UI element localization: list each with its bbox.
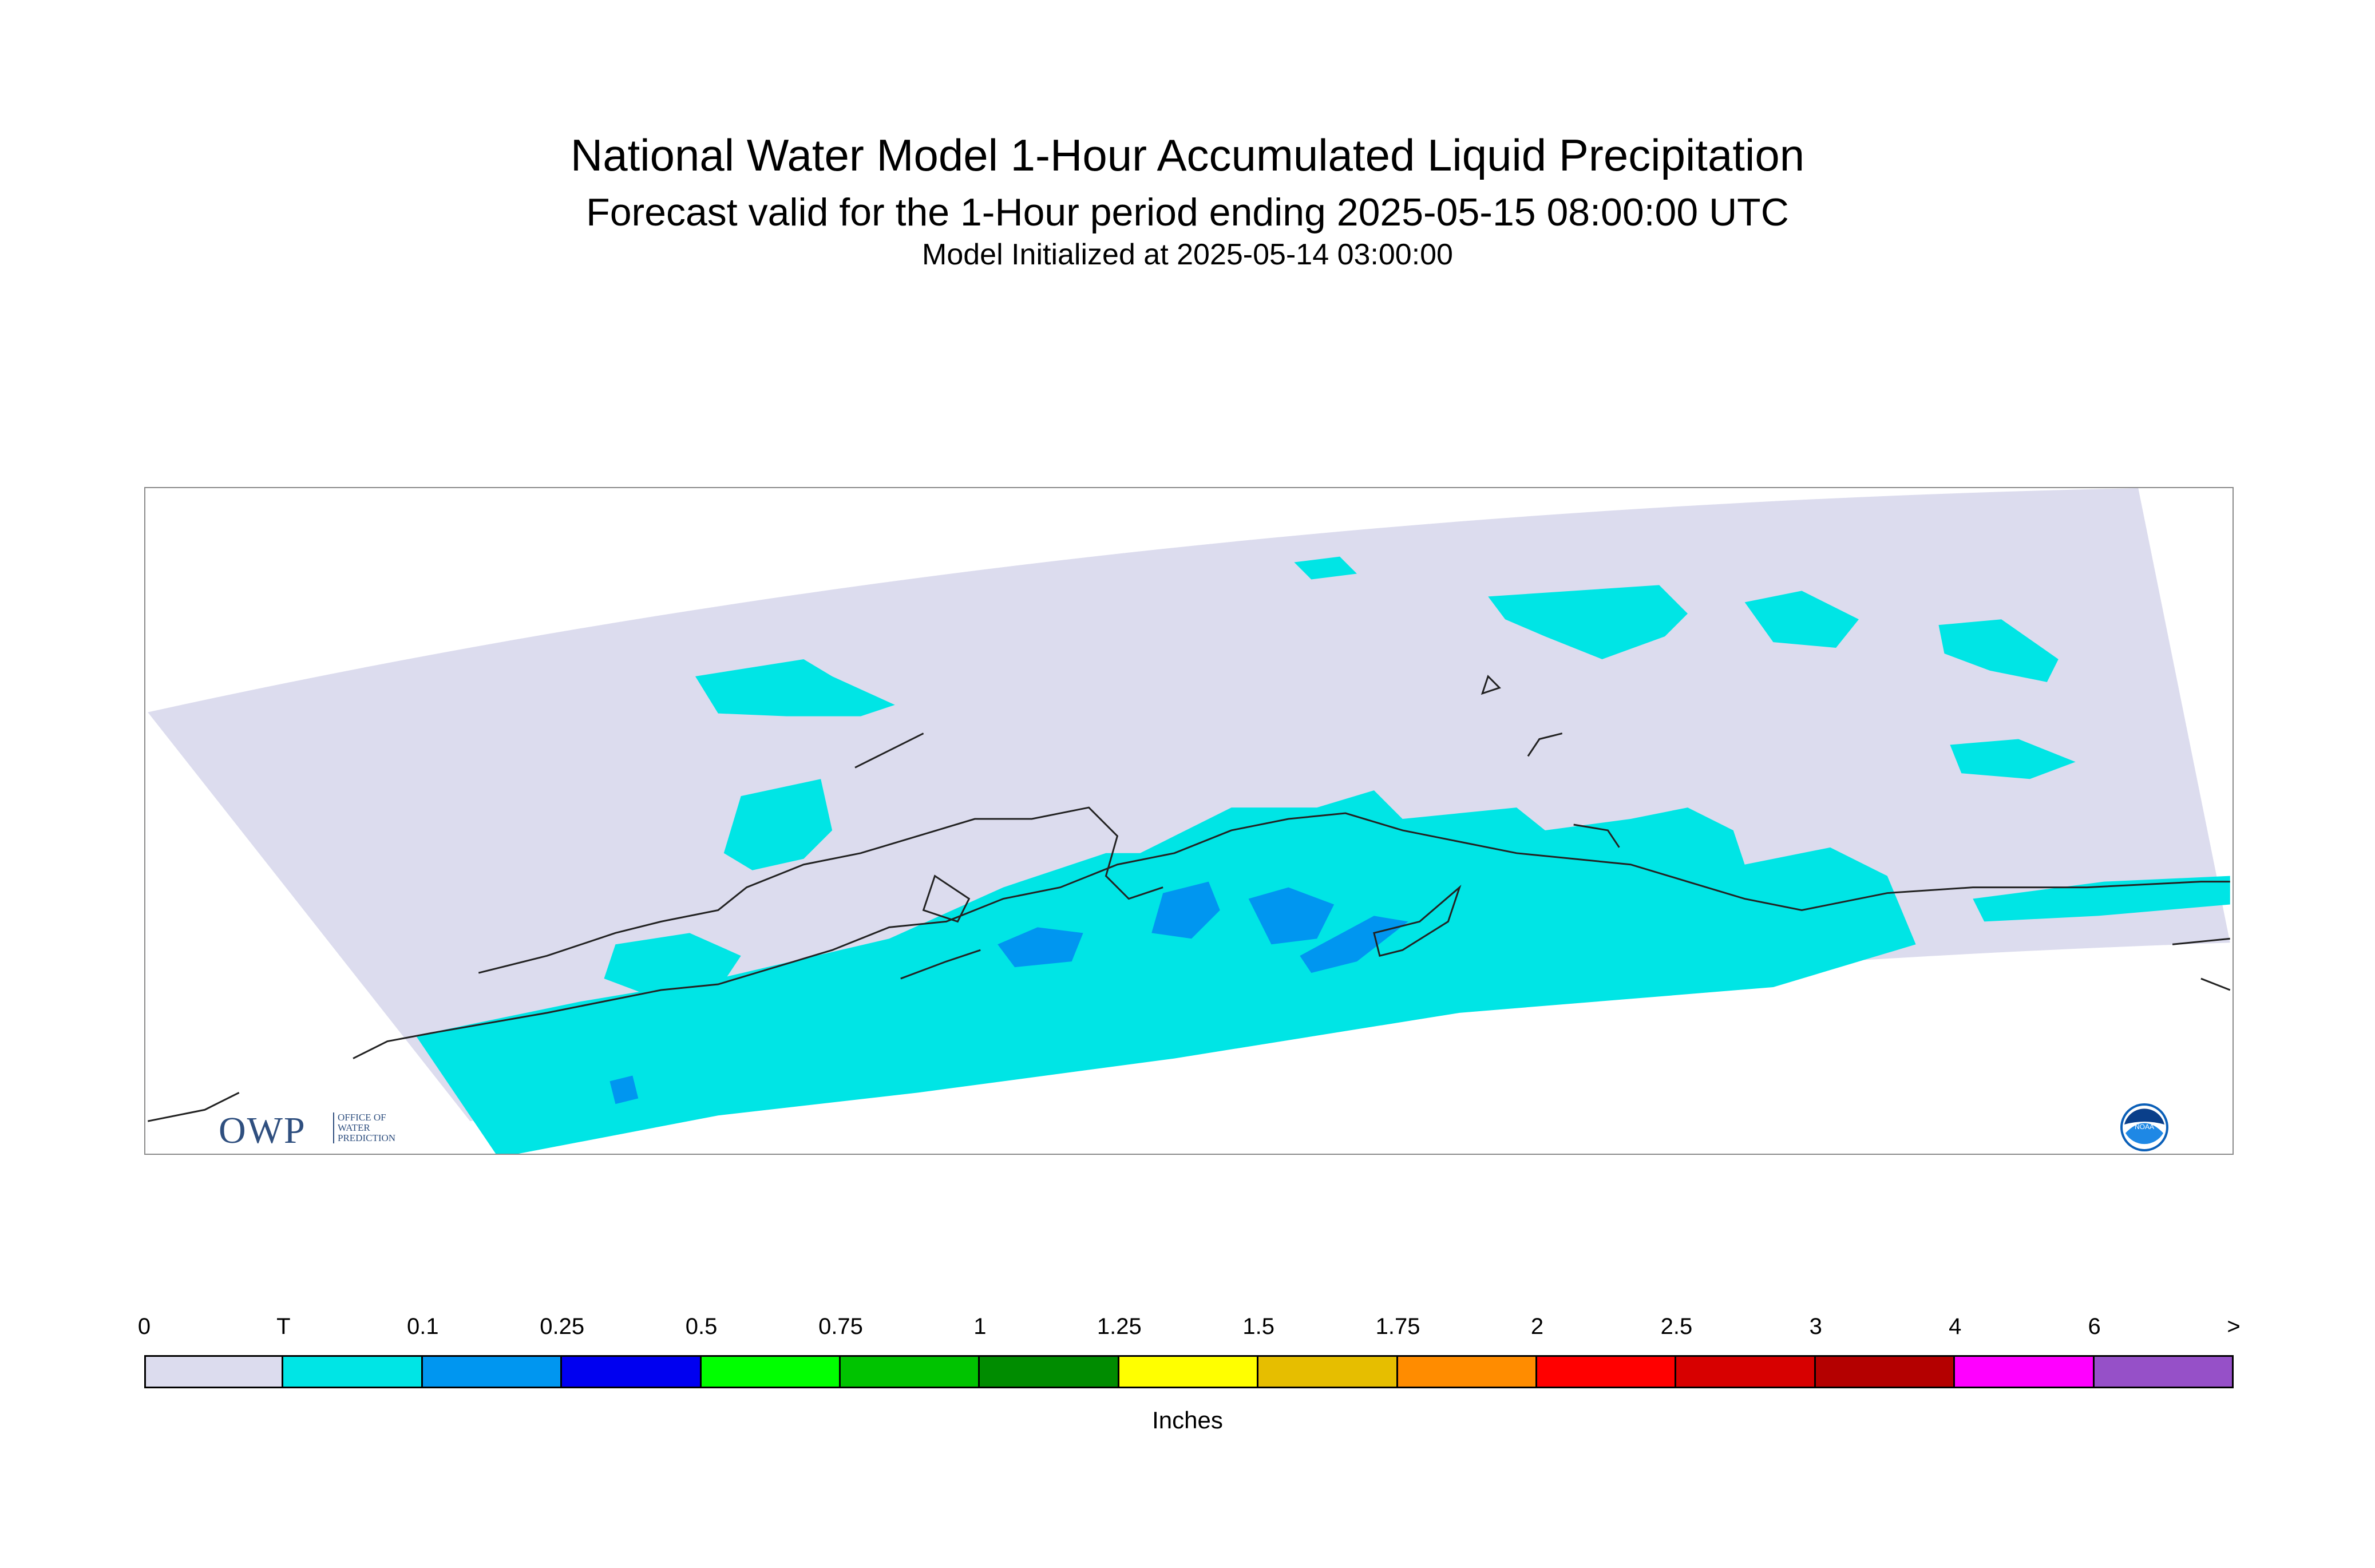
colorbar-tick-label: 0.75 <box>818 1314 863 1339</box>
colorbar-swatch <box>978 1355 1119 1388</box>
coastlines <box>147 675 2231 1122</box>
colorbar-swatch <box>1117 1355 1259 1388</box>
colorbar-tick-label: 0.1 <box>406 1314 439 1339</box>
colorbar-tick-label: 1.75 <box>1375 1314 1420 1339</box>
svg-text:NOAA: NOAA <box>2135 1123 2154 1131</box>
colorbar-tick-label: T <box>276 1314 291 1339</box>
noaa-logo: NOAA <box>2120 1103 2168 1151</box>
map-title: National Water Model 1-Hour Accumulated … <box>570 130 1805 180</box>
precip-trace-ne-a <box>1938 619 2059 682</box>
colorbar-tick-label: 3 <box>1809 1314 1822 1339</box>
precip-tenth-a <box>1151 881 1220 939</box>
colorbar-tick-label: 2 <box>1530 1314 1544 1339</box>
precip-trace-east <box>1973 876 2230 922</box>
precip-trace-west-b <box>604 933 741 996</box>
colorbar-tick-label: 1 <box>973 1314 987 1339</box>
colorbar-swatch <box>282 1355 423 1388</box>
colorbar-swatch <box>699 1355 841 1388</box>
outside-domain-bottom <box>496 943 2230 1154</box>
colorbar-tick-label: 0 <box>137 1314 151 1339</box>
colorbar-swatch <box>1814 1355 1956 1388</box>
precip-trace-north-b <box>1488 585 1688 659</box>
colorbar-tick-label: 0.25 <box>540 1314 585 1339</box>
precip-trace-west-a <box>723 779 833 870</box>
colorbar-swatch <box>1535 1355 1677 1388</box>
colorbar-swatch <box>1953 1355 2095 1388</box>
precip-trace-north-c <box>1744 591 1859 648</box>
colorbar-tick-label: 4 <box>1949 1314 1962 1339</box>
colorbar-tick-label: 1.25 <box>1097 1314 1142 1339</box>
init-time: Model Initialized at 2025-05-14 03:00:00 <box>922 238 1453 271</box>
precip-trace-north-a <box>695 659 895 716</box>
owp-logo-subtitle: OFFICE OF WATER PREDICTION <box>333 1112 395 1143</box>
colorbar-tick-label: 0.5 <box>685 1314 718 1339</box>
colorbar-swatch <box>839 1355 980 1388</box>
precip-trace-ne-b <box>1950 739 2076 779</box>
colorbar-tick-label: 1.5 <box>1242 1314 1274 1339</box>
colorbar-swatch <box>144 1355 284 1388</box>
colorbar-swatch <box>2092 1355 2234 1388</box>
owp-logo-letters: OWP <box>219 1110 306 1151</box>
precip-trace-n-small <box>1294 556 1357 580</box>
colorbar-swatch <box>1257 1355 1398 1388</box>
colorbar <box>144 1355 2234 1388</box>
map-subtitle: Forecast valid for the 1-Hour period end… <box>586 191 1789 234</box>
precip-tenth-b <box>998 927 1083 968</box>
precip-tenth-d <box>1300 916 1408 973</box>
precip-map <box>147 488 2231 1154</box>
precip-tenth-c <box>1248 887 1335 945</box>
colorbar-swatch <box>1675 1355 1816 1388</box>
colorbar-swatch <box>560 1355 702 1388</box>
colorbar-units: Inches <box>1152 1407 1223 1434</box>
map-panel: OWP OFFICE OF WATER PREDICTION NOAA <box>144 487 2234 1155</box>
colorbar-tick-label: > <box>2227 1314 2241 1339</box>
colorbar-tick-label: 6 <box>2088 1314 2101 1339</box>
owp-logo: OWP OFFICE OF WATER PREDICTION <box>219 1109 430 1154</box>
colorbar-swatch <box>421 1355 563 1388</box>
colorbar-tick-label: 2.5 <box>1660 1314 1693 1339</box>
precip-tenth-e <box>609 1075 639 1104</box>
colorbar-swatch <box>1396 1355 1537 1388</box>
precip-trace-south <box>415 790 1916 1154</box>
outside-domain-left <box>148 712 496 1154</box>
